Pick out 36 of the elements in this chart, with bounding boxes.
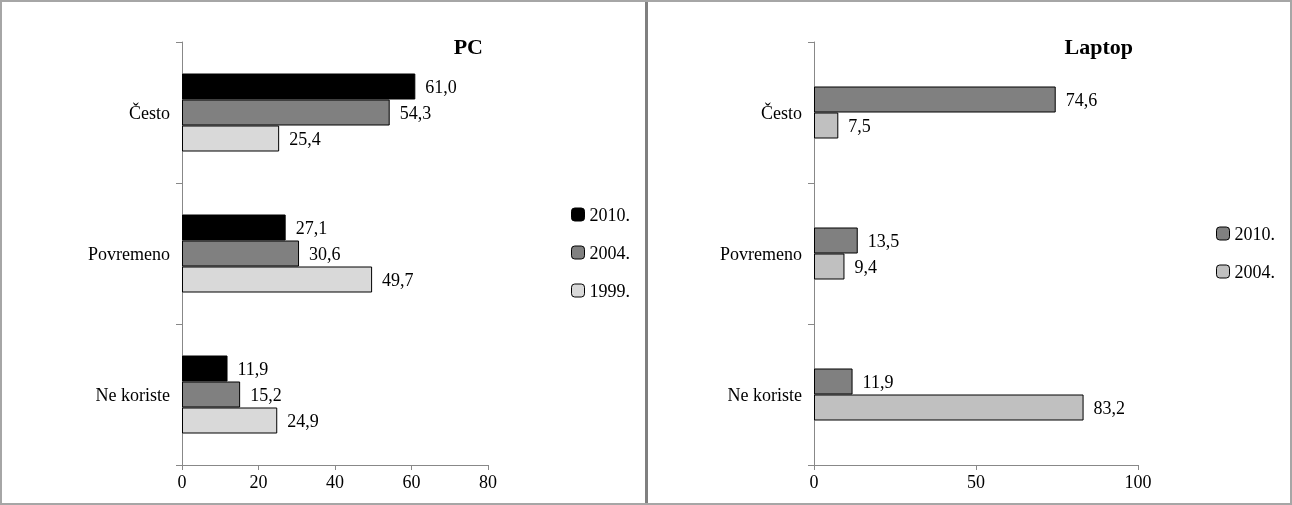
data-label: 83,2 [1093,397,1126,418]
y-tick-label: Povremeno [88,243,170,264]
data-label: 13,5 [867,230,900,251]
data-label: 49,7 [382,269,414,290]
x-tick-label: 40 [326,472,344,492]
data-label: 24,9 [287,410,319,431]
data-label: 30,6 [309,243,341,264]
data-label: 61,0 [425,76,457,97]
x-tick-label: 60 [402,472,421,492]
data-label: 11,9 [862,371,894,392]
data-label: 54,3 [399,102,432,123]
y-tick-label: Često [760,101,802,123]
legend-label: 2010. [1234,223,1275,244]
data-label: 15,2 [250,384,282,405]
data-label: 74,6 [1065,89,1098,110]
x-tick-label: 50 [967,472,985,492]
data-label: 25,4 [289,128,321,149]
chart-title: Laptop [1064,33,1134,59]
legend-label: 2004. [1234,261,1275,282]
y-tick-label: Ne koriste [727,384,802,405]
data-label: 27,1 [295,217,328,238]
y-tick-label: Povremeno [720,243,802,264]
data-label: 7,5 [848,115,871,136]
x-tick-label: 0 [809,472,819,492]
legend-label: 2010. [589,204,630,225]
x-tick-label: 80 [479,472,497,492]
y-tick-label: Često [128,101,170,123]
chart-title: PC [453,33,483,59]
x-tick-label: 100 [1124,472,1152,492]
x-tick-label: 0 [177,472,187,492]
legend-label: 2004. [589,242,630,263]
x-tick-label: 20 [249,472,268,492]
data-label: 11,9 [237,358,269,379]
data-label: 9,4 [854,256,877,277]
legend-label: 1999. [589,280,630,301]
y-tick-label: Ne koriste [95,384,170,405]
